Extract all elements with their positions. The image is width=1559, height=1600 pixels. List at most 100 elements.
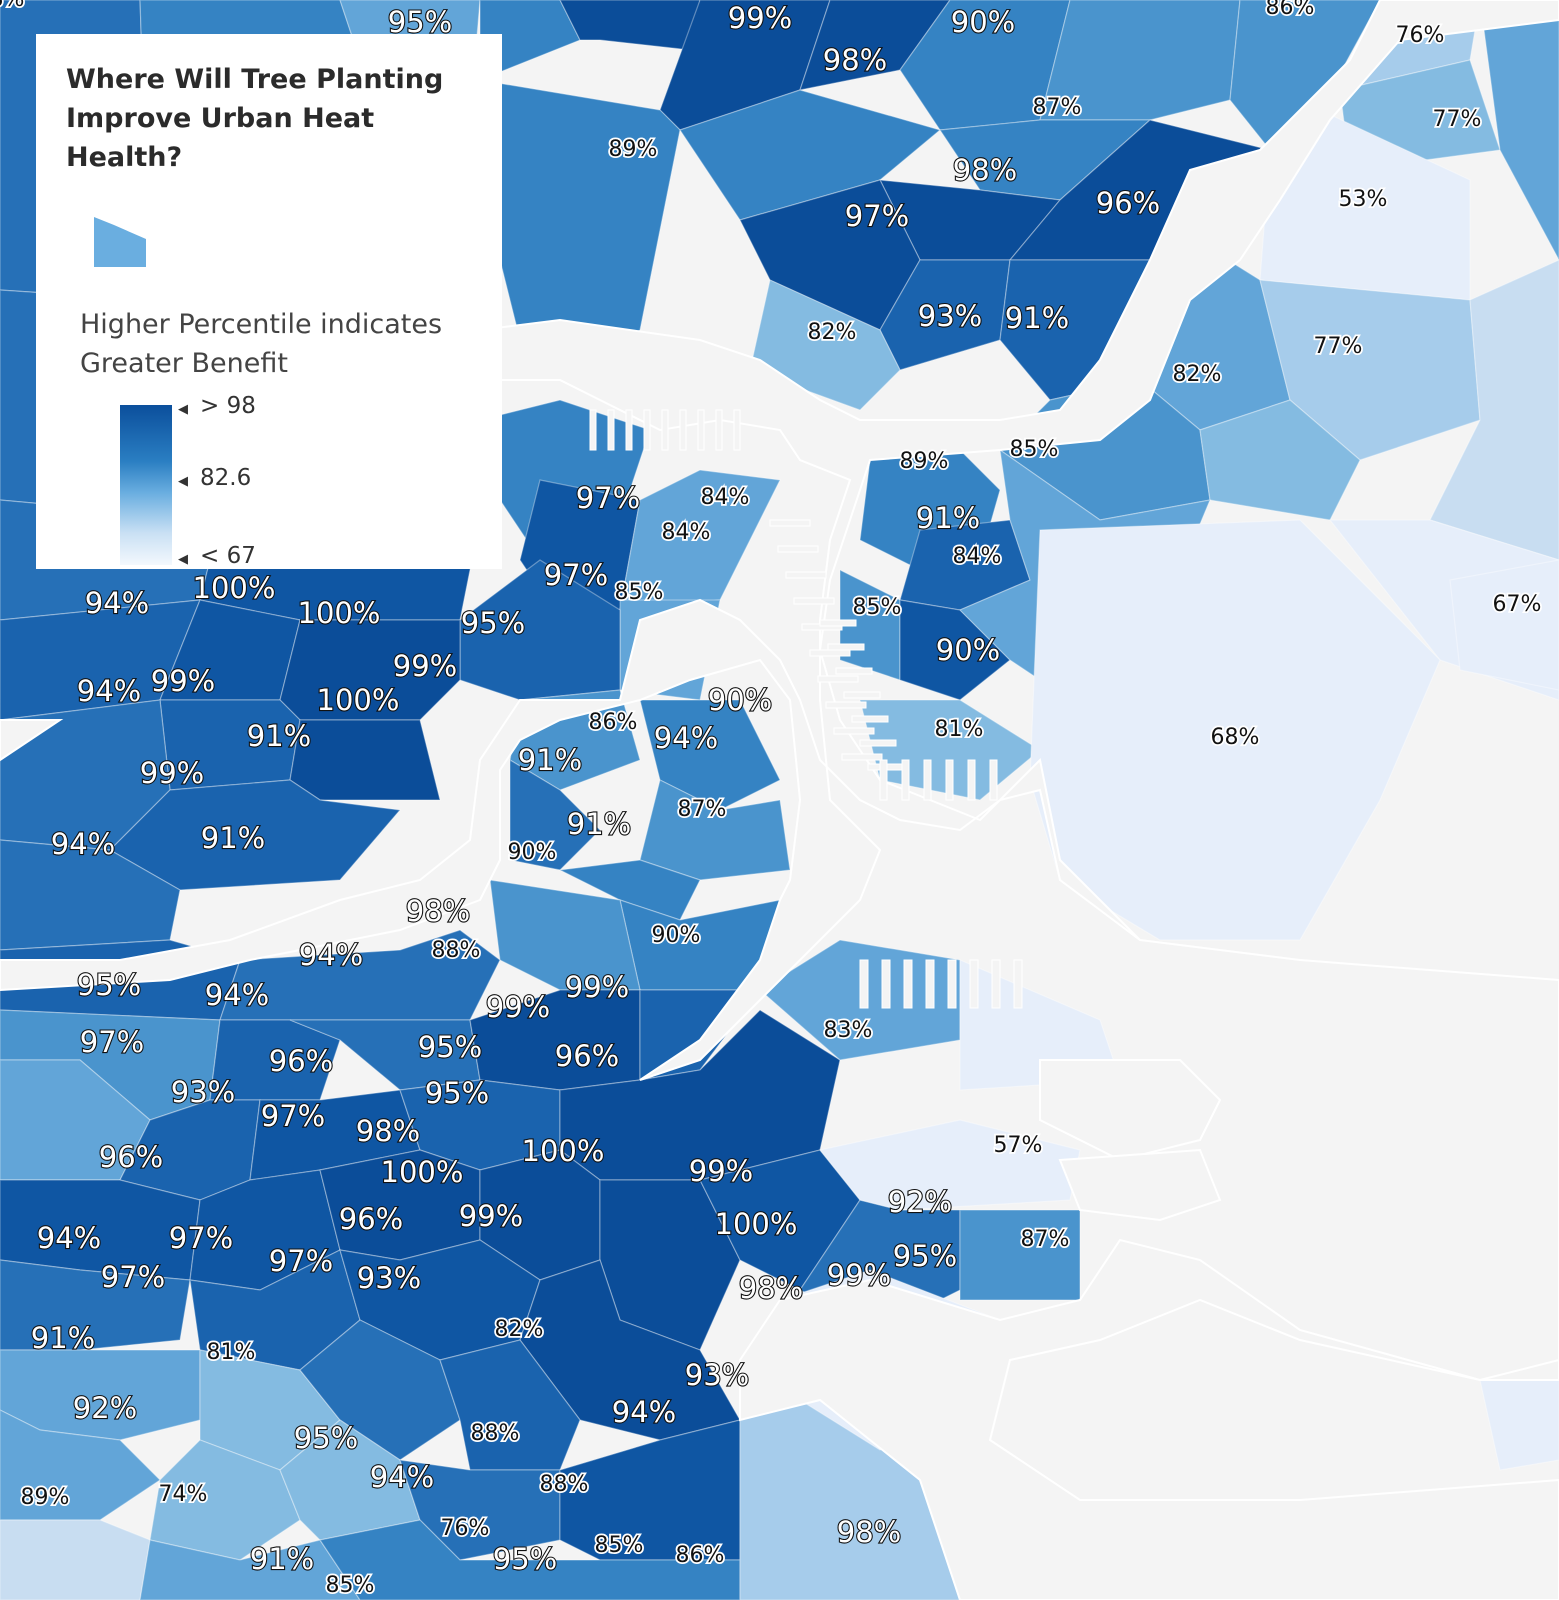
percentile-label: 87% xyxy=(1021,1227,1070,1252)
percentile-label: 99% xyxy=(140,756,204,790)
percentile-label: 74% xyxy=(159,1482,208,1507)
census-tract-94[interactable] xyxy=(0,1519,151,1600)
pier-6 xyxy=(679,409,687,451)
percentile-label: 97% xyxy=(544,558,608,592)
census-tract-80[interactable] xyxy=(959,1209,1081,1301)
percentile-label: 95% xyxy=(893,1239,957,1273)
census-tract-51[interactable] xyxy=(0,839,181,951)
percentile-label: 100% xyxy=(317,683,400,717)
census-tract-54[interactable] xyxy=(509,758,601,871)
legend-color-ramp xyxy=(120,405,172,565)
census-tract-9[interactable] xyxy=(1039,0,1241,121)
percentile-label: 97% xyxy=(101,1260,165,1294)
legend-subtitle-line: Higher Percentile indicates xyxy=(80,309,443,340)
pier-33 xyxy=(859,959,869,1009)
percentile-label: 89% xyxy=(21,1485,70,1510)
percentile-label: 86% xyxy=(589,710,638,735)
percentile-label: 88% xyxy=(471,1421,520,1446)
pier-1 xyxy=(589,409,597,451)
pier-40 xyxy=(1013,959,1023,1009)
census-tract-5[interactable] xyxy=(559,0,701,51)
census-tract-56[interactable] xyxy=(557,859,701,921)
census-tract-102[interactable] xyxy=(818,1119,1081,1211)
census-tract-28[interactable] xyxy=(1199,399,1361,521)
harbor-water-area-2 xyxy=(1039,1059,1222,1162)
percentile-label: 92% xyxy=(888,1185,952,1219)
census-tract-53[interactable] xyxy=(639,699,781,811)
pier-10 xyxy=(769,519,811,527)
percentile-label: 99% xyxy=(728,1,792,35)
legend-title-line: Where Will Tree Planting xyxy=(66,64,444,95)
pier-5 xyxy=(661,409,669,451)
percentile-label: 77% xyxy=(1433,107,1482,132)
percentile-label: 67% xyxy=(1493,592,1542,617)
percentile-label: 95% xyxy=(493,1542,557,1576)
percentile-label: 100% xyxy=(715,1207,798,1241)
percentile-label: 53% xyxy=(1339,187,1388,212)
tick-arrow-icon: ◀ xyxy=(178,402,188,417)
pier-16 xyxy=(817,675,859,683)
percentile-label: 95% xyxy=(418,1030,482,1064)
pier-7 xyxy=(697,409,705,451)
percentile-label: 82% xyxy=(808,320,857,345)
pier-23 xyxy=(843,691,881,699)
percentile-label: 91% xyxy=(247,719,311,753)
census-tract-99[interactable] xyxy=(1449,559,1559,691)
percentile-label: 99% xyxy=(459,1199,523,1233)
legend-subtitle-line: Greater Benefit xyxy=(80,348,288,379)
percentile-label: 97% xyxy=(845,199,909,233)
percentile-label: 89% xyxy=(900,449,949,474)
percentile-label: 99% xyxy=(565,970,629,1004)
percentile-label: 95% xyxy=(294,1421,358,1455)
pier-20 xyxy=(819,619,857,627)
percentile-label: 90% xyxy=(508,840,557,865)
pier-9 xyxy=(733,409,741,451)
census-tract-15[interactable] xyxy=(679,89,942,221)
census-tract-81[interactable] xyxy=(0,1259,191,1351)
percentile-label: 98% xyxy=(823,43,887,77)
percentile-label: 88% xyxy=(540,1472,589,1497)
pier-36 xyxy=(925,959,935,1009)
pier-25 xyxy=(859,739,897,747)
percentile-label: 94% xyxy=(77,674,141,708)
percentile-label: 100% xyxy=(522,1134,605,1168)
census-tract-33[interactable] xyxy=(619,469,781,611)
legend-mid-label: 82.6 xyxy=(200,465,252,491)
census-tract-98[interactable] xyxy=(1029,519,1441,941)
census-tract-48[interactable] xyxy=(289,719,441,801)
percentile-label: 90% xyxy=(652,923,701,948)
census-tract-20[interactable] xyxy=(879,259,1011,371)
percentile-label: 98% xyxy=(406,894,470,928)
pier-39 xyxy=(991,959,1001,1009)
pier-29 xyxy=(923,759,932,801)
pier-17 xyxy=(825,701,867,709)
percentile-label: 86% xyxy=(1266,0,1315,20)
census-tract-13[interactable] xyxy=(1479,0,1559,261)
percentile-label: 85% xyxy=(615,580,664,605)
percentile-label: 90% xyxy=(708,683,772,717)
pier-30 xyxy=(945,759,954,801)
percentile-label: 88% xyxy=(0,0,24,12)
census-tract-95[interactable] xyxy=(139,1539,361,1600)
percentile-label: 96% xyxy=(269,1044,333,1078)
pier-24 xyxy=(851,715,889,723)
percentile-label: 91% xyxy=(201,821,265,855)
percentile-label: 87% xyxy=(678,797,727,822)
percentile-label: 97% xyxy=(169,1221,233,1255)
percentile-label: 99% xyxy=(827,1258,891,1292)
census-tract-50[interactable] xyxy=(109,779,402,891)
percentile-label: 90% xyxy=(951,5,1015,39)
percentile-label: 95% xyxy=(425,1076,489,1110)
census-tract-25[interactable] xyxy=(1259,279,1481,461)
legend-panel: Where Will Tree Planting Improve Urban H… xyxy=(36,34,502,569)
percentile-label: 81% xyxy=(207,1340,256,1365)
harbor-water-area-4 xyxy=(1058,1148,1222,1222)
percentile-label: 100% xyxy=(193,571,276,605)
census-tract-38[interactable] xyxy=(899,599,1011,701)
percentile-label: 85% xyxy=(595,1533,644,1558)
percentile-label: 97% xyxy=(576,481,640,515)
percentile-label: 68% xyxy=(1211,725,1260,750)
percentile-label: 96% xyxy=(339,1202,403,1236)
